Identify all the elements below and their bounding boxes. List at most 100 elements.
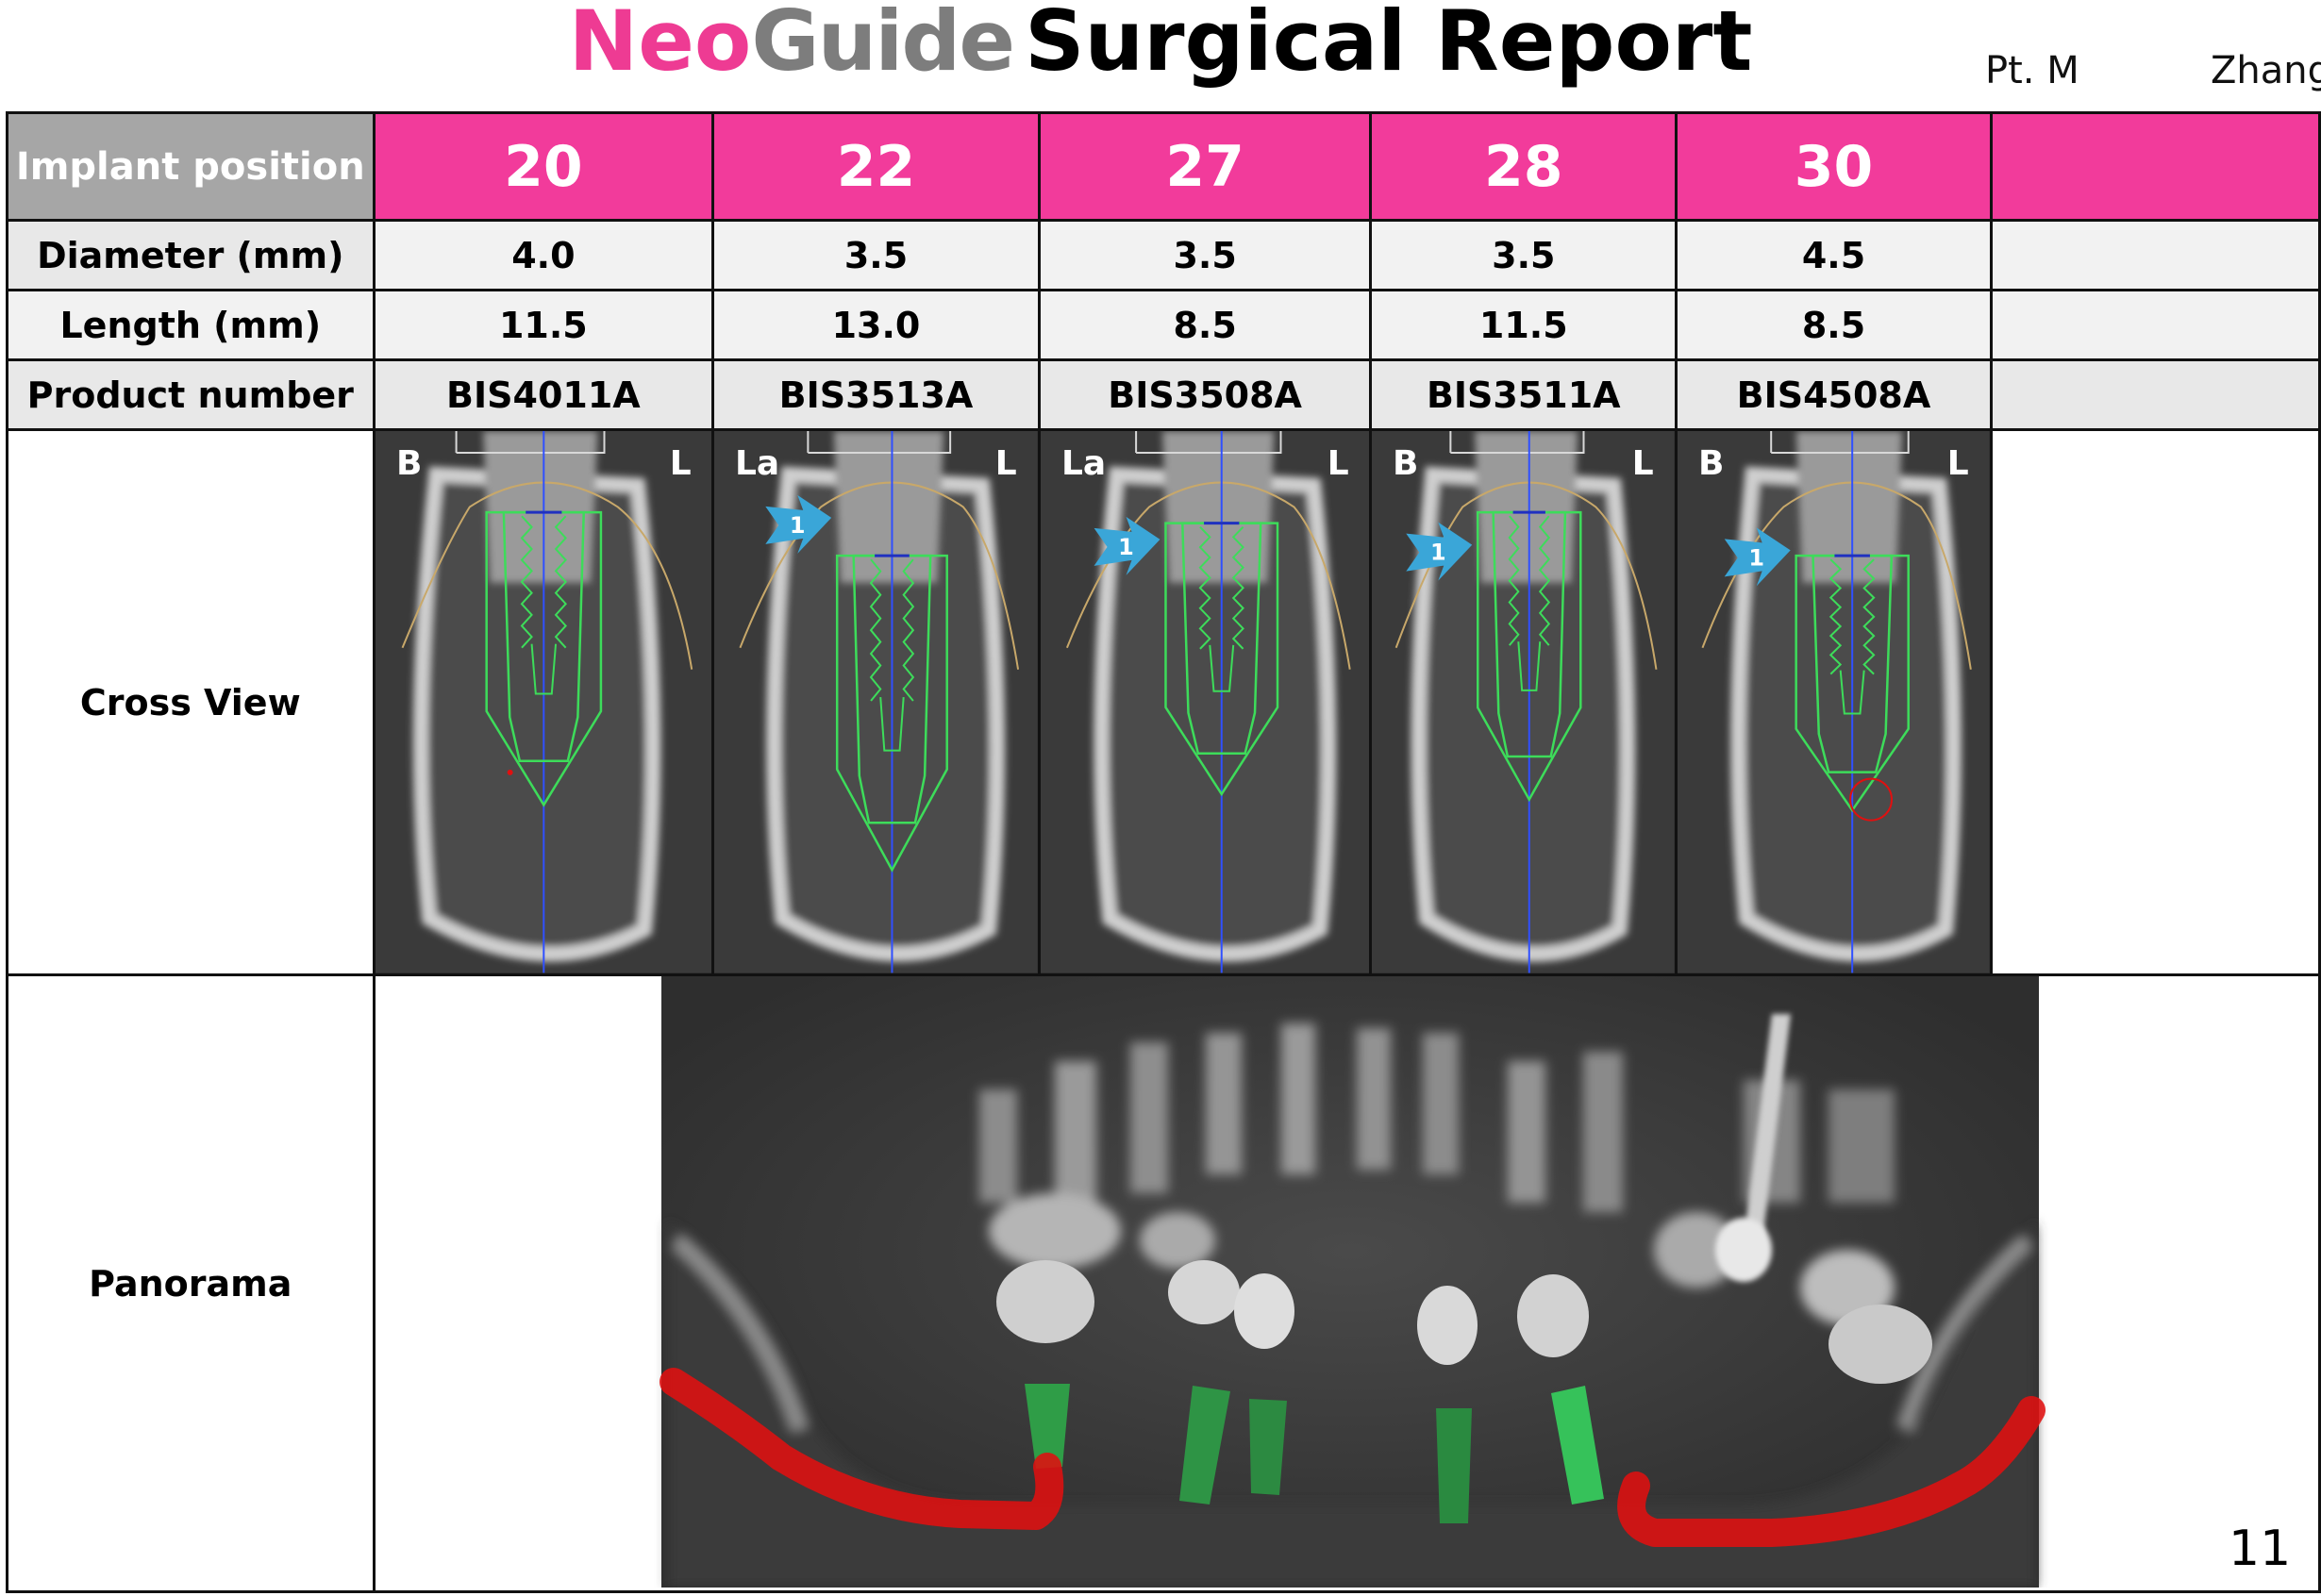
product-number-value: BIS4011A (372, 358, 715, 431)
orientation-right: L (1632, 444, 1654, 483)
implant-thread (1231, 526, 1244, 650)
implant-thread (869, 558, 882, 702)
gum-line (401, 481, 693, 671)
orientation-right: L (669, 444, 691, 483)
cross-view-image: 1 La L (711, 428, 1041, 976)
marker-arrow-icon: 1 (1094, 517, 1160, 576)
page-number: 11 (2229, 1521, 2292, 1577)
orientation-left: B (1393, 444, 1418, 483)
implant-apex (1209, 645, 1234, 693)
product-number-value: BIS4508A (1675, 358, 1993, 431)
orientation-left: La (1061, 444, 1106, 483)
brand-neo: Neo (568, 0, 752, 90)
position-cell: 22 (711, 111, 1041, 222)
implant-apex (1517, 641, 1542, 692)
implant-apex (1839, 670, 1865, 715)
marker-label: 1 (1118, 534, 1134, 560)
crown (1714, 1218, 1772, 1282)
nerve-canal (659, 1368, 2045, 1547)
length-value: 11.5 (1369, 289, 1678, 361)
cross-view-image: 1 B L (1675, 428, 1993, 976)
length-value (1989, 289, 2321, 361)
orientation-left: B (1698, 444, 1724, 483)
diameter-value: 4.5 (1675, 219, 1993, 291)
implant-table: Implant position 20 22 27 28 30 Diameter… (6, 111, 2321, 1593)
position-cell: 27 (1037, 111, 1373, 222)
product-number-row: Product number BIS4011A BIS3513A BIS3508… (6, 358, 2321, 431)
orientation-right: L (995, 444, 1017, 483)
length-row: Length (mm) 11.5 13.0 8.5 11.5 8.5 (6, 289, 2321, 361)
brand-guide: Guide (751, 0, 1015, 90)
diameter-value: 4.0 (372, 219, 715, 291)
diameter-value: 3.5 (711, 219, 1041, 291)
position-cell (1989, 111, 2321, 222)
orientation-right: L (1947, 444, 1969, 483)
marker-arrow-icon: 1 (1406, 522, 1473, 581)
crown-outline (807, 432, 952, 455)
cross-view-image: 1 La L (1037, 428, 1373, 976)
implant-thread (1198, 526, 1211, 650)
implant-apex (530, 643, 557, 695)
orientation-right: L (1327, 444, 1349, 483)
implant-thread (520, 515, 533, 649)
panorama-cell (372, 973, 2321, 1593)
tooth-root (1475, 432, 1578, 584)
implant-position-label: Implant position (6, 111, 376, 222)
cross-view-label: Cross View (6, 428, 376, 976)
report-header: NeoGuide Surgical Report Pt. M Zhang (0, 0, 2321, 111)
post-implant (1743, 1014, 1791, 1240)
tooth-root (482, 432, 597, 584)
crown-outline (1134, 432, 1282, 455)
implant-thread (902, 558, 915, 702)
diameter-value: 3.5 (1369, 219, 1678, 291)
marker-label: 1 (1748, 545, 1764, 572)
marker-label: 1 (1430, 540, 1446, 566)
implant-outline (1812, 555, 1894, 774)
length-value: 11.5 (372, 289, 715, 361)
length-value: 8.5 (1037, 289, 1373, 361)
position-cell: 28 (1369, 111, 1678, 222)
cross-view-image: 1 B L (1369, 428, 1678, 976)
implant-apex (879, 697, 905, 752)
empty-cell (1989, 428, 2321, 976)
length-value: 13.0 (711, 289, 1041, 361)
bone-cortex (1094, 466, 1337, 962)
implant-thread (1828, 558, 1843, 675)
diameter-label: Diameter (mm) (6, 219, 376, 291)
cross-view-row: Cross View B L 1 La L 1 La L 1 B L 1 B L (6, 428, 2321, 976)
nerve-dot (507, 770, 513, 776)
report-title: NeoGuide Surgical Report (0, 0, 2321, 89)
crowns (995, 1260, 1932, 1384)
marker-arrow-icon: 1 (1724, 527, 1791, 587)
product-number-value: BIS3513A (711, 358, 1041, 431)
implant-outline (1180, 522, 1262, 756)
cross-view-svg: 1 B L (1678, 432, 1989, 973)
product-number-label: Product number (6, 358, 376, 431)
tooth-root (834, 432, 944, 584)
product-number-value (1989, 358, 2321, 431)
implant-thread (1539, 515, 1551, 647)
length-value: 8.5 (1675, 289, 1993, 361)
panorama-label: Panorama (6, 973, 376, 1593)
product-number-value: BIS3508A (1037, 358, 1373, 431)
length-label: Length (mm) (6, 289, 376, 361)
patient-name: Zhang (2211, 49, 2321, 92)
title-text: Surgical Report (1025, 0, 1753, 90)
nerve-circle (1849, 777, 1894, 822)
panorama-row: Panorama (6, 973, 2321, 1593)
tooth-root (1161, 432, 1275, 584)
implant-thread (1508, 515, 1521, 647)
implant-thread (554, 515, 567, 649)
diameter-value (1989, 219, 2321, 291)
cross-view-svg: 1 B L (1373, 432, 1674, 973)
diameter-value: 3.5 (1037, 219, 1373, 291)
implant-markers (1024, 1384, 1604, 1523)
orientation-left: B (396, 444, 422, 483)
cross-view-svg: 1 La L (1042, 432, 1368, 973)
bone-cortex (1411, 466, 1636, 962)
implant-outline (502, 511, 585, 763)
crown-outline (1770, 432, 1910, 455)
marker-arrow-icon: 1 (765, 495, 832, 555)
implant-outline (1492, 511, 1567, 758)
product-number-value: BIS3511A (1369, 358, 1678, 431)
